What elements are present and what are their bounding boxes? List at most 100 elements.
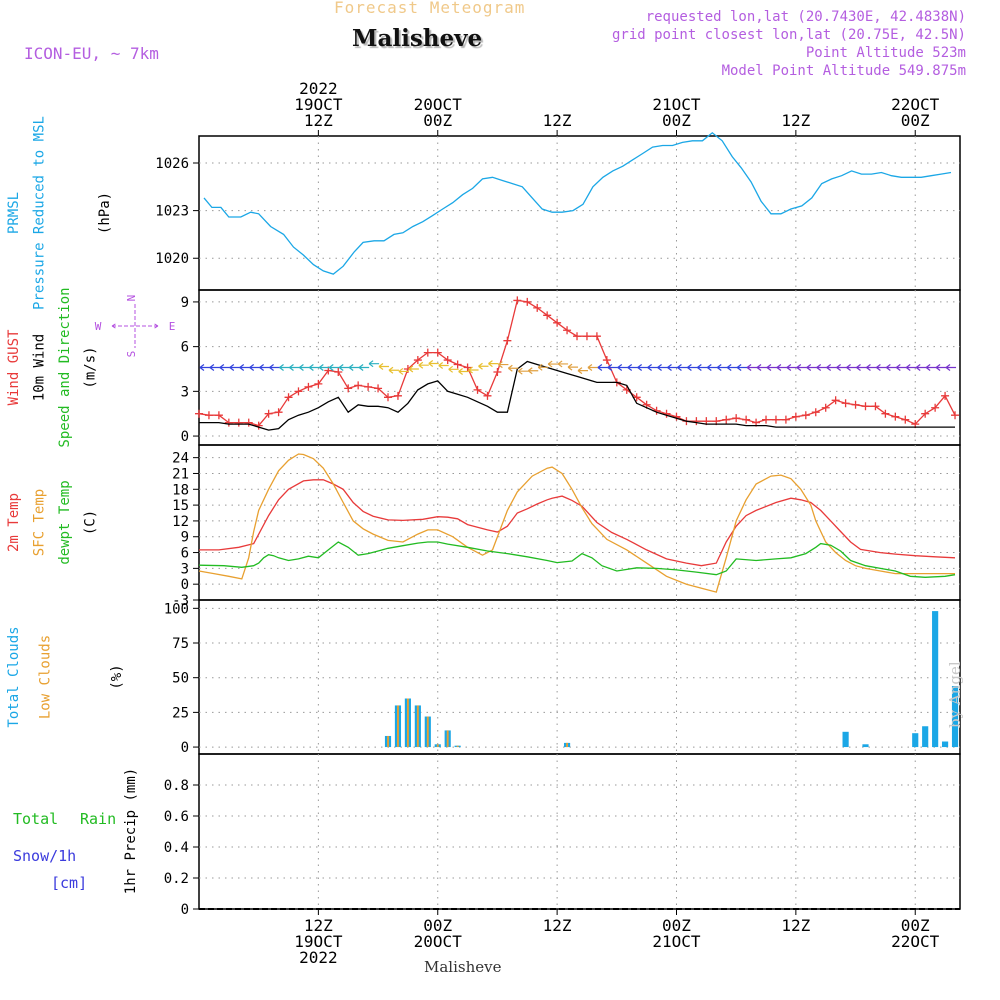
axis-label-wind: Speed and Direction	[57, 287, 73, 447]
gust-marker	[234, 418, 243, 427]
wind-direction-arrow	[239, 364, 250, 371]
wind-direction-arrow	[279, 364, 290, 371]
cloud-bar	[951, 686, 959, 748]
gust-marker	[384, 393, 393, 402]
axis-label-pressure: Pressure Reduced to MSL	[32, 116, 48, 310]
cloud-bar	[842, 731, 849, 748]
y-tick-label-precip: 0.8	[164, 778, 189, 794]
wind-direction-arrow	[736, 364, 748, 371]
gust-marker	[662, 409, 671, 418]
wind-direction-arrow	[726, 364, 738, 371]
cloud-bar	[446, 730, 449, 748]
y-tick-label-wind: 9	[181, 295, 189, 311]
gust-marker	[204, 411, 213, 420]
series-wind-1-line	[199, 360, 955, 431]
gust-marker	[781, 415, 790, 424]
gust-marker	[801, 411, 810, 420]
gust-marker	[891, 412, 900, 421]
wind-direction-arrow	[338, 364, 350, 371]
gust-marker	[573, 332, 582, 341]
wind-direction-arrow	[408, 365, 419, 373]
time-label-bottom: 22OCT	[891, 932, 940, 951]
time-label-top: 00Z	[901, 111, 930, 130]
time-label-bottom: 20OCT	[414, 932, 463, 951]
axis-label-precip: Total	[13, 810, 58, 828]
compass-west-label: W	[95, 320, 102, 333]
wind-direction-arrow	[706, 364, 718, 371]
time-label-top: 12Z	[781, 111, 810, 130]
wind-direction-arrow	[567, 363, 579, 371]
axis-label-precip: Snow/1h	[13, 847, 76, 865]
gust-marker	[483, 391, 492, 400]
wind-direction-arrow	[836, 364, 847, 371]
gust-marker	[821, 403, 830, 412]
y-tick-label-temperature: 24	[172, 451, 189, 467]
wind-direction-arrow	[607, 364, 618, 371]
y-tick-label-temperature: -3	[172, 593, 189, 609]
wind-direction-arrow	[507, 364, 519, 372]
gust-marker	[861, 402, 870, 411]
gust-marker	[523, 297, 532, 306]
cloud-bar	[387, 735, 389, 748]
wind-direction-arrow	[776, 364, 787, 371]
wind-direction-arrow	[358, 364, 370, 371]
wind-direction-arrow	[318, 364, 330, 371]
wind-direction-arrow	[806, 364, 817, 371]
wind-direction-arrow	[577, 367, 588, 375]
wind-direction-arrow	[766, 364, 777, 371]
gust-marker	[344, 384, 353, 393]
time-label-bottom: 19OCT	[294, 932, 343, 951]
gust-marker	[284, 393, 293, 402]
cloud-bar	[456, 745, 459, 748]
wind-direction-arrow	[786, 364, 797, 371]
wind-direction-arrow	[299, 364, 310, 371]
axis-label-temperature: (C)	[83, 510, 99, 535]
gust-marker	[463, 363, 472, 372]
axis-label-precip: Rain	[80, 810, 116, 828]
gust-marker	[503, 336, 512, 345]
gust-marker	[582, 332, 591, 341]
wind-direction-arrow	[418, 361, 429, 369]
time-label-bottom: 00Z	[901, 916, 930, 935]
y-tick-label-pressure: 1026	[155, 156, 189, 172]
time-label-bottom: 12Z	[543, 916, 572, 935]
gust-marker	[533, 303, 542, 312]
cloud-bar	[397, 705, 399, 748]
wind-direction-arrow	[199, 364, 210, 371]
wind-direction-arrow	[846, 364, 857, 371]
y-tick-label-clouds: 25	[172, 705, 189, 721]
gust-marker	[742, 415, 751, 424]
wind-direction-arrow	[488, 360, 499, 368]
wind-direction-arrow	[537, 363, 549, 371]
gust-marker	[473, 385, 482, 394]
wind-direction-arrow	[587, 364, 598, 371]
y-tick-label-temperature: 15	[172, 498, 189, 514]
wind-direction-arrow	[328, 364, 340, 371]
y-tick-label-clouds: 50	[172, 671, 189, 687]
y-tick-label-precip: 0.2	[164, 871, 189, 887]
compass-east-label: E	[169, 320, 176, 333]
wind-direction-arrow	[886, 364, 897, 371]
gust-marker	[304, 382, 313, 391]
gust-marker	[195, 409, 203, 418]
wind-direction-arrow	[756, 364, 768, 371]
series-temperature-1-line	[198, 453, 955, 593]
wind-direction-arrow	[348, 364, 360, 371]
wind-direction-arrow	[289, 364, 300, 371]
wind-direction-arrow	[378, 363, 390, 370]
axis-label-pressure: PRMSL	[6, 192, 22, 234]
time-label-bottom: 00Z	[662, 916, 691, 935]
gust-marker	[732, 414, 741, 423]
gust-marker	[851, 400, 860, 409]
axis-label-precip: [cm]	[51, 874, 87, 892]
cloud-bar	[941, 741, 949, 748]
y-tick-label-temperature: 3	[181, 561, 189, 577]
axis-label-wind: 10m Wind	[32, 334, 48, 401]
panel-frame-pressure	[198, 135, 961, 291]
gust-marker	[294, 387, 303, 396]
wind-direction-arrow	[746, 364, 758, 371]
gust-marker	[443, 356, 452, 365]
credit-watermark: by Angel	[946, 661, 964, 728]
y-tick-label-pressure: 1020	[155, 251, 189, 267]
wind-direction-arrow	[667, 364, 678, 371]
